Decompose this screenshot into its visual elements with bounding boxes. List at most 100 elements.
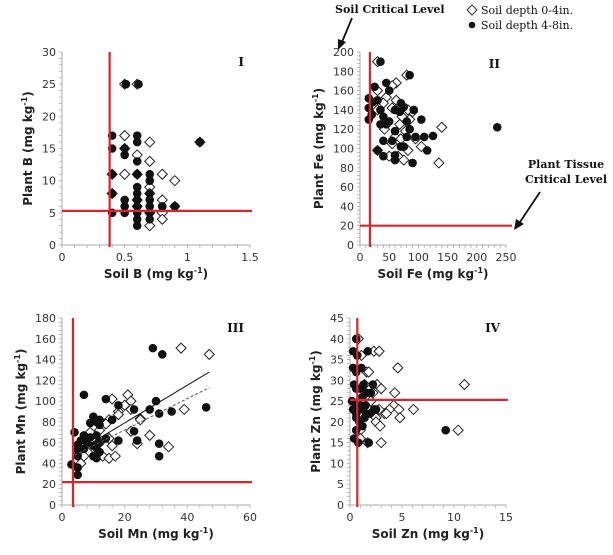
data-point-open-diamond: [175, 342, 187, 354]
soil-critical-arrow: [341, 17, 353, 43]
y-axis-label: Plant Fe (mg kg-1): [311, 88, 326, 209]
y-tick-label: 0: [337, 499, 344, 512]
y-tick-label: 120: [35, 374, 56, 387]
y-tick-label: 40: [340, 200, 354, 213]
plant-critical-arrowhead-icon: [514, 219, 524, 230]
x-axis-label: Soil Fe (mg kg-1): [377, 266, 488, 281]
y-tick-label: 120: [333, 123, 354, 136]
x-tick-label: 15: [499, 511, 513, 524]
y-tick-label: 35: [330, 354, 344, 367]
data-point-filled-circle: [101, 394, 111, 404]
data-point-filled-circle: [92, 453, 101, 463]
data-point-filled-circle: [73, 463, 82, 472]
y-tick-label: 20: [330, 416, 344, 429]
x-axis-label: Soil Zn (mg kg-1): [372, 526, 484, 541]
y-tick-label: 20: [42, 478, 56, 491]
data-point-filled-circle: [379, 151, 388, 161]
trend-line-filled: [74, 371, 210, 454]
legend-label-filled: Soil depth 4-8in.: [481, 19, 573, 32]
data-point-filled-circle: [121, 79, 131, 89]
x-tick-label: 250: [496, 251, 517, 264]
data-point-filled-circle: [379, 112, 388, 121]
data-point-filled-circle: [132, 189, 142, 198]
x-tick-label: 60: [243, 511, 257, 524]
data-point-filled-circle: [364, 438, 374, 447]
data-point-filled-circle: [154, 439, 164, 449]
panel-label: I: [238, 55, 244, 69]
data-point-filled-circle: [201, 403, 211, 412]
x-tick-label: 0.5: [116, 251, 134, 264]
data-point-open-diamond: [144, 429, 156, 442]
y-tick-label: 30: [330, 374, 344, 387]
data-point-open-diamond: [118, 168, 131, 180]
y-tick-label: 160: [333, 85, 354, 98]
panel-IV: 0 5 10 15 20 25 30 35 40 45 0 5 10 15 Soil Zn (mg kg-1…: [308, 312, 513, 541]
data-point-open-diamond: [156, 213, 168, 225]
data-point-open-diamond: [134, 414, 147, 426]
data-point-filled-circle: [376, 105, 385, 115]
x-tick-label: 100: [408, 251, 429, 264]
data-point-open-diamond: [162, 441, 175, 453]
data-point-filled-circle: [381, 78, 391, 88]
legend: Soil depth 0-4in. Soil depth 4-8in.: [466, 4, 573, 32]
data-point-open-diamond: [144, 136, 156, 148]
y-tick-label: 60: [42, 437, 56, 450]
data-point-filled-circle: [373, 146, 382, 155]
panels: 0 5 10 15 20 25 30 0 0.5 1 1.5 Soil B (mg kg-1) Plan…: [13, 46, 517, 541]
legend-label-open: Soil depth 0-4in.: [481, 4, 573, 17]
x-tick-label: 0: [59, 511, 66, 524]
x-axis-label: Soil B (mg kg-1): [104, 266, 208, 281]
data-point-filled-circle: [405, 70, 414, 80]
x-tick-label: 10: [447, 511, 461, 524]
data-point-filled-circle: [390, 155, 400, 165]
data-point-filled-circle: [132, 131, 142, 140]
data-point-filled-circle: [395, 107, 405, 117]
legend-open-diamond-icon: [466, 4, 478, 16]
data-point-filled-circle: [132, 221, 142, 230]
data-point-filled-circle: [145, 405, 155, 414]
y-tick-label: 30: [42, 46, 56, 59]
x-tick-label: 1: [184, 251, 191, 264]
y-tick-label: 5: [49, 207, 56, 220]
data-point-filled-circle: [145, 214, 155, 224]
data-point-filled-circle: [379, 136, 388, 146]
data-point-filled-circle: [145, 189, 155, 198]
y-axis-label: Plant B (mg kg-1): [20, 91, 35, 206]
y-tick-label: 140: [333, 104, 354, 117]
data-point-filled-circle: [366, 388, 376, 398]
panel-III: 0 20 40 60 80 100 120 140 160 180 0 20 40 60 Soil Mn (…: [13, 312, 257, 541]
data-point-filled-circle: [132, 202, 142, 211]
data-point-open-diamond: [203, 348, 215, 361]
y-tick-label: 10: [330, 457, 344, 470]
data-point-filled-circle: [365, 409, 375, 418]
data-point-open-diamond: [452, 424, 464, 436]
data-point-open-diamond: [169, 174, 181, 187]
data-point-open-diamond: [363, 366, 375, 378]
data-point-filled-circle: [120, 150, 129, 160]
data-point-filled-circle: [399, 142, 409, 151]
data-point-filled-circle: [132, 195, 142, 205]
data-point-open-diamond: [118, 129, 131, 142]
y-tick-label: 180: [35, 312, 56, 325]
y-tick-label: 100: [333, 143, 354, 156]
data-point-filled-circle: [145, 195, 155, 205]
data-point-filled-circle: [373, 95, 382, 105]
data-point-filled-circle: [408, 158, 417, 168]
soil-critical-annotation: Soil Critical Level: [335, 3, 445, 16]
soil-critical-arrowhead-icon: [338, 39, 346, 50]
data-point-filled-circle: [371, 405, 381, 414]
y-tick-label: 80: [42, 416, 56, 429]
data-point-open-diamond: [373, 345, 385, 357]
y-tick-label: 40: [330, 333, 344, 346]
data-point-filled-circle: [154, 409, 164, 418]
data-point-filled-circle: [387, 136, 397, 146]
data-point-filled-circle: [417, 115, 426, 124]
data-point-filled-circle: [492, 122, 502, 132]
data-point-filled-circle: [370, 82, 379, 92]
data-point-open-diamond: [375, 382, 387, 395]
panel-II: 0 20 40 60 80 100 120 140 160 180 200 0 50 100 150 200 2…: [311, 46, 517, 281]
y-tick-label: 0: [49, 499, 56, 512]
y-tick-label: 10: [42, 175, 56, 188]
data-point-open-diamond: [433, 157, 445, 169]
